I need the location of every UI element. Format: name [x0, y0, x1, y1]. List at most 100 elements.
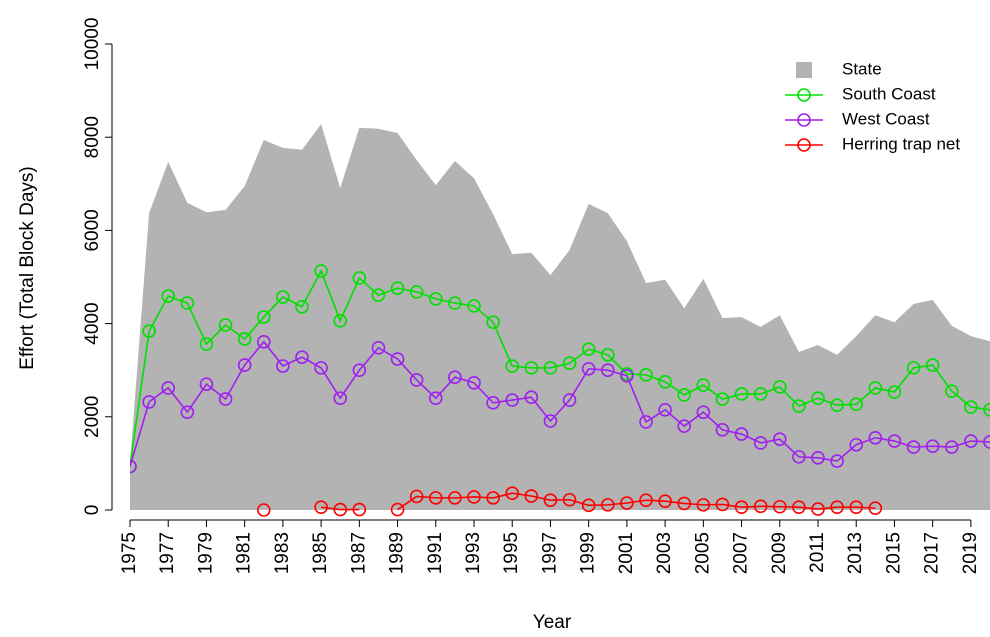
x-tick-label: 2007 — [731, 532, 752, 574]
point — [887, 385, 902, 399]
point — [944, 440, 959, 454]
point — [505, 393, 520, 407]
point — [314, 264, 328, 278]
point — [562, 356, 577, 371]
y-tick-label: 2000 — [82, 396, 103, 438]
point — [600, 363, 615, 378]
point — [772, 499, 787, 514]
point — [543, 361, 558, 375]
y-tick-label: 4000 — [82, 302, 103, 344]
point — [792, 450, 806, 464]
point — [811, 391, 825, 405]
point — [524, 361, 539, 375]
point — [562, 393, 577, 407]
x-tick-label: 1989 — [387, 532, 408, 574]
point — [276, 290, 290, 304]
point — [830, 398, 844, 412]
plot-area — [130, 124, 990, 517]
point — [734, 427, 749, 441]
point — [467, 490, 481, 504]
x-tick-label: 1991 — [425, 532, 446, 574]
x-tick-label: 1983 — [272, 532, 293, 574]
line — [130, 340, 990, 467]
point — [486, 491, 500, 505]
point — [677, 419, 692, 433]
point — [218, 392, 233, 406]
point — [295, 300, 309, 314]
x-axis-label: Year — [533, 612, 572, 633]
legend-marker — [797, 138, 811, 152]
legend-marker — [797, 88, 811, 102]
x-tick-label: 2015 — [883, 532, 904, 574]
point — [524, 489, 539, 503]
point — [677, 496, 692, 511]
point — [428, 391, 443, 405]
point — [792, 399, 806, 413]
point — [906, 440, 921, 454]
x-tick-label: 1979 — [195, 532, 216, 574]
point — [753, 387, 768, 401]
point — [333, 391, 348, 405]
point — [448, 491, 462, 505]
point — [505, 486, 520, 501]
x-tick-label: 1981 — [234, 532, 255, 574]
point — [734, 500, 749, 515]
x-tick-label: 2017 — [922, 532, 943, 574]
point — [964, 434, 978, 448]
point — [333, 502, 348, 517]
y-tick-label: 0 — [82, 505, 103, 516]
point — [658, 403, 672, 417]
point — [390, 281, 405, 295]
line — [397, 492, 876, 511]
y-tick-label: 8000 — [82, 116, 103, 158]
area — [130, 124, 990, 510]
x-tick-label: 2013 — [845, 532, 866, 574]
point — [849, 437, 864, 452]
legend-label: West Coast — [842, 109, 930, 128]
point — [792, 500, 806, 515]
point — [715, 392, 730, 406]
point — [390, 502, 405, 517]
point — [983, 435, 990, 449]
point — [944, 384, 959, 398]
point — [925, 439, 940, 453]
point — [562, 492, 577, 507]
x-tick-label: 2001 — [616, 532, 637, 574]
x-tick-label: 2009 — [769, 532, 790, 574]
point — [696, 405, 711, 419]
point — [581, 342, 596, 357]
point — [849, 397, 864, 412]
point — [772, 432, 787, 446]
point — [428, 491, 443, 505]
point — [639, 493, 653, 508]
point — [581, 362, 596, 376]
point — [256, 334, 271, 349]
point — [677, 388, 692, 402]
x-tick-label: 2003 — [654, 532, 675, 574]
point — [868, 501, 883, 515]
point — [639, 415, 653, 429]
point — [448, 296, 462, 310]
point — [409, 489, 424, 504]
point — [448, 370, 462, 384]
legend-label: Herring trap net — [842, 134, 960, 153]
point — [256, 503, 271, 517]
point — [371, 288, 386, 302]
y-axis-label: Effort (Total Block Days) — [17, 166, 38, 369]
point — [811, 451, 825, 465]
point — [352, 502, 367, 517]
point — [256, 310, 271, 324]
point — [333, 314, 348, 328]
point — [486, 396, 500, 410]
point — [925, 358, 940, 372]
point — [352, 271, 367, 285]
point — [715, 497, 730, 512]
legend-swatch — [796, 62, 812, 78]
point — [620, 368, 634, 383]
point — [237, 332, 252, 346]
point — [830, 500, 844, 515]
point — [409, 373, 424, 387]
point — [696, 378, 711, 392]
point — [811, 502, 825, 516]
